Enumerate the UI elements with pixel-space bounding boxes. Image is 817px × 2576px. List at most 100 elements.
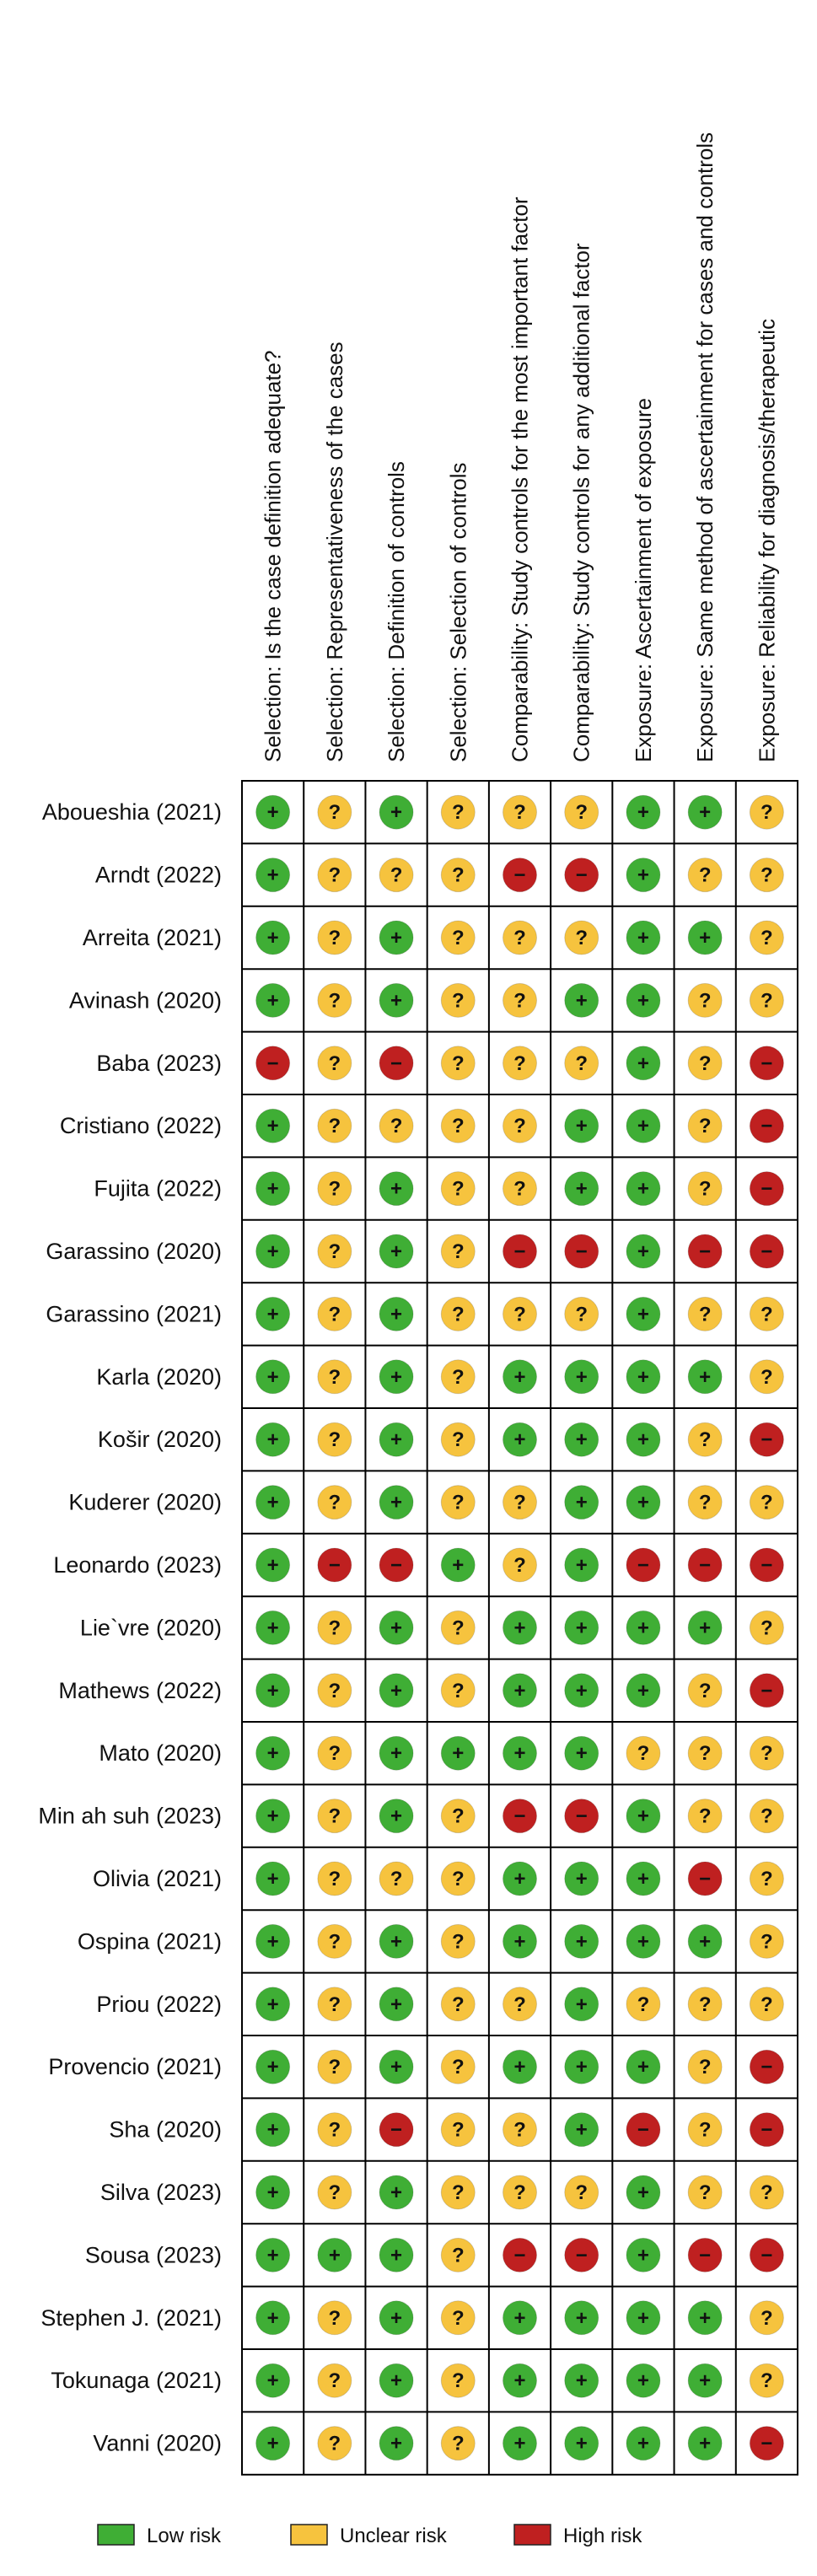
rating-circle: [564, 2363, 599, 2398]
rating-circle: [379, 2112, 414, 2148]
rating-circle: [379, 1485, 414, 1520]
rating-symbol: +: [513, 1742, 525, 1765]
rating-symbol: +: [390, 1616, 402, 1639]
rating-symbol: ?: [513, 1554, 526, 1577]
rating-symbol: +: [267, 864, 279, 887]
rating-circle: [440, 1987, 476, 2022]
rating-circle: [255, 2237, 291, 2272]
rating-circle: [503, 1861, 537, 1896]
rating-symbol: ?: [452, 1868, 465, 1890]
rating-circle: [687, 2237, 723, 2272]
rating-circle: [255, 2426, 291, 2461]
rating-circle: [749, 2112, 784, 2148]
rating-circle: [687, 1610, 723, 1645]
rating-symbol: +: [267, 1742, 279, 1765]
rating-symbol: ?: [761, 1805, 773, 1828]
rating-circle: [317, 2049, 352, 2084]
rating-circle: [626, 1923, 661, 1959]
rating-symbol: +: [267, 2056, 279, 2079]
rating-symbol: ?: [328, 2056, 341, 2079]
rating-symbol: +: [637, 801, 649, 824]
rating-symbol: −: [637, 1554, 649, 1577]
rating-circle: [255, 982, 291, 1018]
rating-circle: [317, 2112, 352, 2148]
rating-symbol: +: [267, 1805, 279, 1828]
rating-symbol: +: [637, 927, 649, 949]
rating-circle: [503, 794, 537, 830]
rating-circle: [317, 1485, 352, 1520]
rating-symbol: +: [576, 2056, 588, 2079]
study-label: Arreita (2021): [83, 925, 222, 950]
rating-symbol: ?: [328, 2433, 341, 2455]
rating-circle: [749, 1987, 784, 2022]
rating-symbol: ?: [761, 2369, 773, 2392]
rating-circle: [255, 920, 291, 955]
rating-symbol: +: [390, 2369, 402, 2392]
rating-circle: [687, 1735, 723, 1771]
study-label: Ospina (2021): [78, 1928, 222, 1954]
rating-symbol: −: [761, 1680, 772, 1702]
rating-symbol: −: [513, 1805, 525, 1828]
rating-circle: [440, 794, 476, 830]
rating-circle: [626, 1799, 661, 1834]
rating-symbol: ?: [328, 1616, 341, 1639]
rating-symbol: ?: [699, 1428, 712, 1451]
rating-circle: [440, 920, 476, 955]
rating-circle: [379, 1359, 414, 1395]
study-label: Karla (2020): [96, 1364, 222, 1390]
rating-symbol: +: [699, 2433, 711, 2455]
rating-symbol: −: [761, 1115, 772, 1137]
rating-symbol: ?: [761, 801, 773, 824]
rating-circle: [379, 982, 414, 1018]
legend-label: Unclear risk: [340, 2525, 448, 2547]
rating-circle: [626, 2049, 661, 2084]
rating-circle: [564, 1108, 599, 1143]
rating-symbol: +: [267, 1240, 279, 1263]
rating-circle: [440, 2237, 476, 2272]
rating-circle: [255, 1108, 291, 1143]
rating-circle: [749, 982, 784, 1018]
rating-symbol: ?: [452, 1366, 465, 1389]
rating-symbol: ?: [761, 1366, 773, 1389]
rating-circle: [440, 1422, 476, 1457]
rating-circle: [687, 2426, 723, 2461]
rating-circle: [564, 2426, 599, 2461]
rating-symbol: ?: [452, 1930, 465, 1953]
rating-symbol: ?: [452, 927, 465, 949]
rating-circle: [503, 2175, 537, 2210]
column-header: Selection: Selection of controls: [445, 462, 470, 762]
rating-symbol: −: [761, 2119, 772, 2142]
rating-symbol: ?: [452, 1492, 465, 1514]
rating-circle: [503, 1923, 537, 1959]
rating-symbol: +: [267, 1930, 279, 1953]
rating-circle: [626, 1735, 661, 1771]
rating-symbol: +: [576, 1492, 588, 1514]
rating-symbol: ?: [452, 989, 465, 1012]
rating-symbol: ?: [390, 1115, 403, 1137]
rating-circle: [379, 1234, 414, 1269]
rating-symbol: ?: [637, 1993, 650, 2016]
rating-circle: [255, 1610, 291, 1645]
rating-circle: [749, 1861, 784, 1896]
rating-symbol: −: [329, 1554, 341, 1577]
rating-symbol: ?: [328, 1868, 341, 1890]
study-label: Avinash (2020): [69, 987, 222, 1013]
study-label: Arndt (2022): [95, 863, 222, 888]
rating-symbol: ?: [452, 1680, 465, 1702]
rating-circle: [440, 1923, 476, 1959]
rating-symbol: +: [513, 2369, 525, 2392]
rating-circle: [317, 1861, 352, 1896]
rating-circle: [379, 1735, 414, 1771]
rating-symbol: +: [267, 1492, 279, 1514]
rating-circle: [687, 1422, 723, 1457]
rating-circle: [564, 858, 599, 893]
rating-symbol: +: [637, 1492, 649, 1514]
rating-circle: [440, 1234, 476, 1269]
rating-symbol: −: [761, 2056, 772, 2079]
rating-symbol: −: [637, 2119, 649, 2142]
rating-symbol: +: [267, 1554, 279, 1577]
rating-symbol: +: [513, 1680, 525, 1702]
rating-circle: [503, 1987, 537, 2022]
rating-symbol: +: [267, 1303, 279, 1326]
rating-symbol: +: [576, 1680, 588, 1702]
